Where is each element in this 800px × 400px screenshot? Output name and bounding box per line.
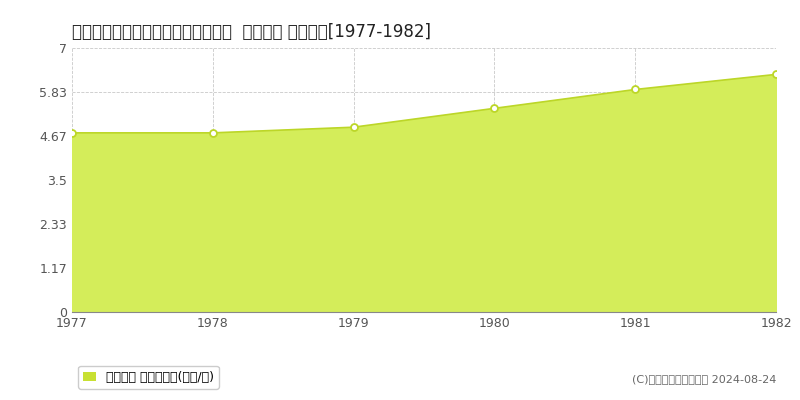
Text: (C)土地価格ドットコム 2024-08-24: (C)土地価格ドットコム 2024-08-24	[632, 374, 776, 384]
Legend: 地価公示 平均坪単価(万円/坪): 地価公示 平均坪単価(万円/坪)	[78, 366, 218, 389]
Text: 北海道江別市緑町東２丁目４２番３  地価公示 地価推移[1977-1982]: 北海道江別市緑町東２丁目４２番３ 地価公示 地価推移[1977-1982]	[72, 23, 431, 41]
